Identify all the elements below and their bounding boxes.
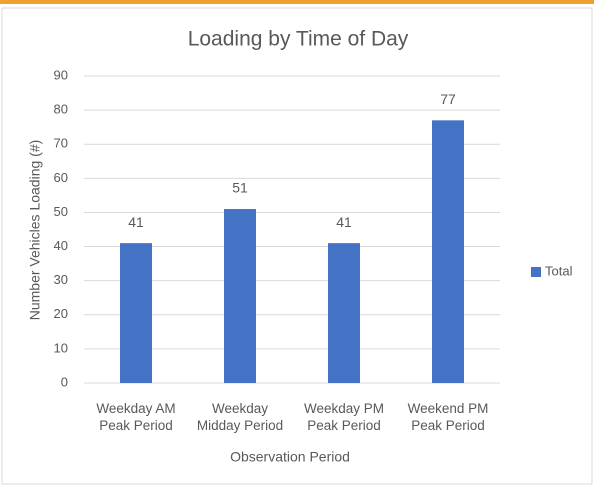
x-tick-label: Weekday AM Peak Period bbox=[96, 401, 176, 433]
y-tick-label: 10 bbox=[54, 340, 68, 355]
data-label: 41 bbox=[336, 214, 352, 230]
bar bbox=[328, 243, 360, 383]
y-tick-label: 0 bbox=[61, 374, 68, 389]
data-label: 41 bbox=[128, 214, 144, 230]
data-label: 51 bbox=[232, 180, 248, 196]
x-tick-label: Weekend PM Peak Period bbox=[407, 401, 489, 433]
bar bbox=[432, 120, 464, 383]
data-label: 77 bbox=[440, 91, 456, 107]
y-tick-label: 80 bbox=[54, 102, 68, 117]
y-axis-label: Number Vehicles Loading (#) bbox=[27, 140, 43, 321]
chart-title: Loading by Time of Day bbox=[188, 28, 409, 51]
bar bbox=[120, 243, 152, 383]
y-tick-label: 40 bbox=[54, 238, 68, 253]
y-tick-label: 90 bbox=[54, 67, 68, 82]
y-tick-label: 30 bbox=[54, 272, 68, 287]
x-axis-label: Observation Period bbox=[230, 449, 350, 465]
legend-swatch bbox=[531, 267, 541, 277]
y-tick-label: 50 bbox=[54, 204, 68, 219]
y-tick-label: 60 bbox=[54, 170, 68, 185]
chart-frame bbox=[1, 7, 593, 485]
legend-label: Total bbox=[545, 263, 573, 278]
y-tick-label: 70 bbox=[54, 136, 68, 151]
bar bbox=[224, 209, 256, 383]
x-tick-label: Weekday PM Peak Period bbox=[303, 401, 385, 433]
top-strip bbox=[0, 0, 594, 4]
y-tick-label: 20 bbox=[54, 306, 68, 321]
x-tick-label: Weekday Midday Period bbox=[196, 401, 284, 433]
